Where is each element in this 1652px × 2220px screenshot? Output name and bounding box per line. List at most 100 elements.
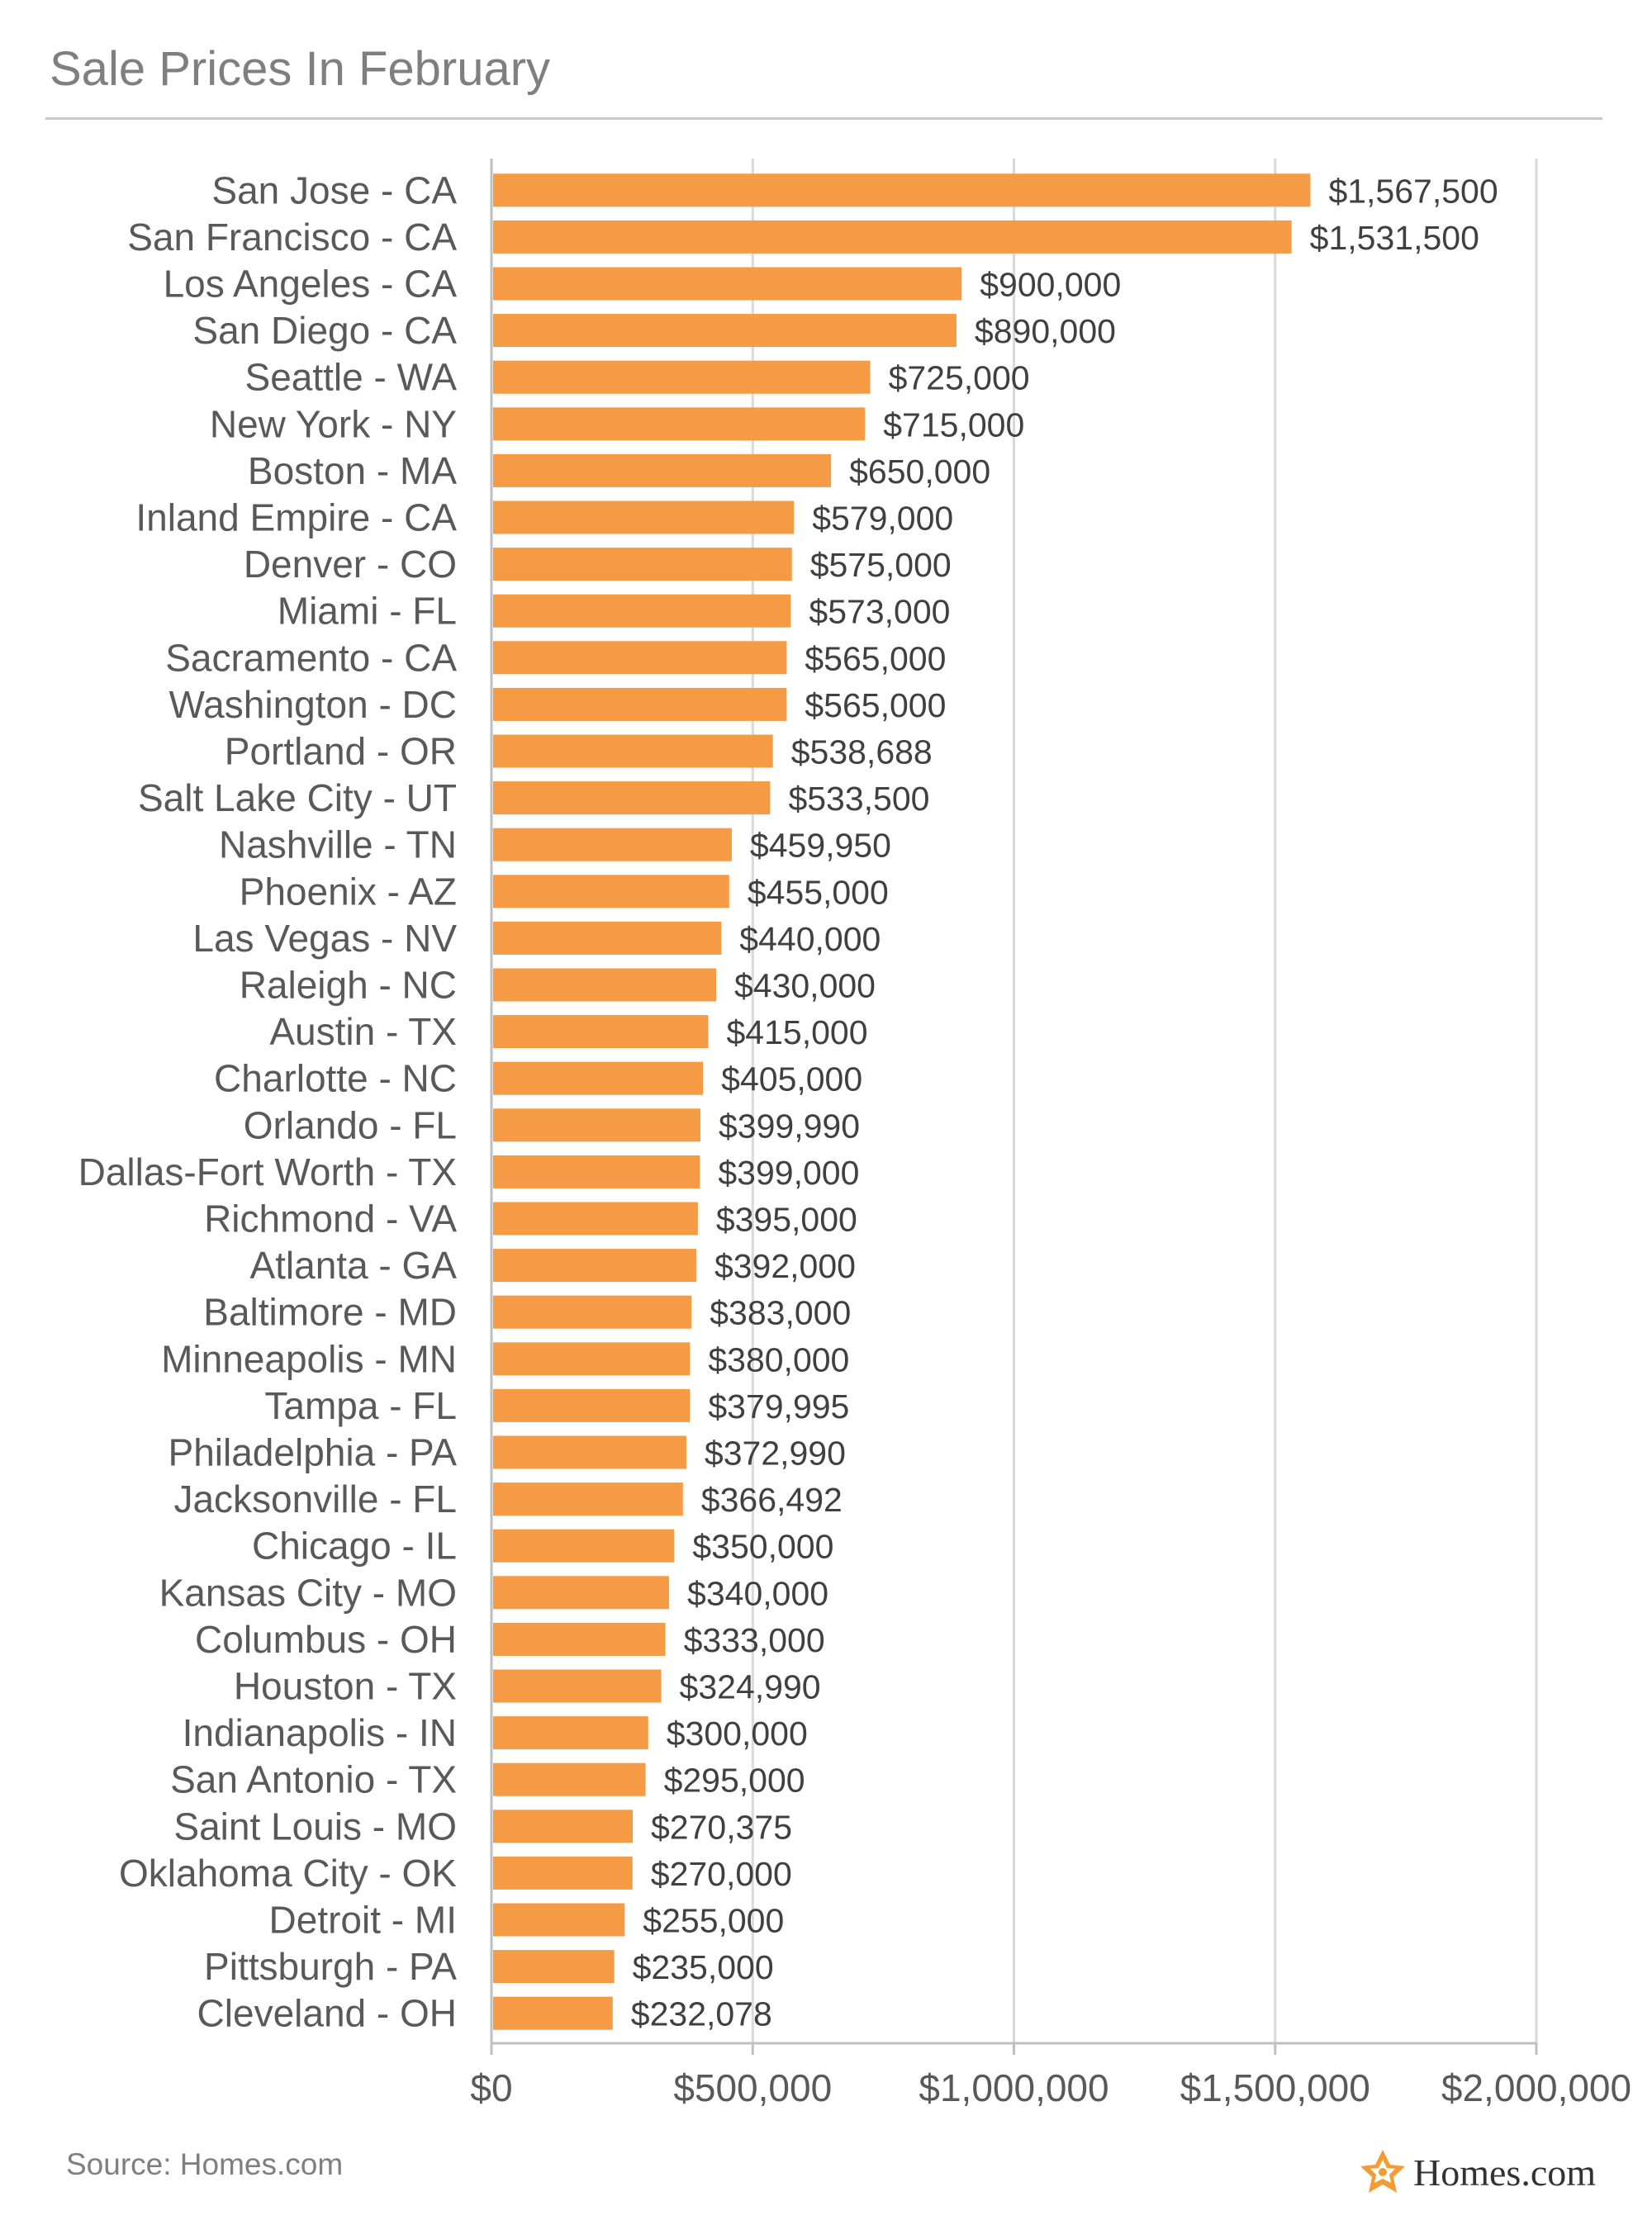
value-label: $440,000 bbox=[739, 920, 881, 958]
value-label: $255,000 bbox=[643, 1902, 784, 1940]
value-label: $579,000 bbox=[812, 500, 953, 538]
value-label: $533,500 bbox=[788, 780, 929, 818]
brand-name: Homes.com bbox=[1413, 2151, 1597, 2194]
value-label: $1,567,500 bbox=[1328, 172, 1498, 210]
bar bbox=[493, 828, 732, 861]
bar bbox=[493, 173, 1311, 207]
category-label: San Jose - CA bbox=[211, 168, 457, 211]
bar bbox=[493, 1108, 700, 1142]
value-label: $366,492 bbox=[701, 1481, 843, 1519]
bar bbox=[493, 921, 722, 955]
category-label: Boston - MA bbox=[248, 449, 457, 492]
value-label: $340,000 bbox=[687, 1574, 828, 1612]
value-label: $392,000 bbox=[714, 1247, 856, 1285]
value-label: $324,990 bbox=[680, 1668, 821, 1706]
value-label: $459,950 bbox=[750, 827, 891, 865]
value-label: $270,375 bbox=[651, 1808, 792, 1846]
category-label: Cleveland - OH bbox=[197, 1992, 457, 2035]
value-label: $890,000 bbox=[975, 312, 1116, 350]
value-label: $538,688 bbox=[791, 733, 933, 771]
bar bbox=[493, 1388, 691, 1422]
bar bbox=[493, 1435, 686, 1469]
bar bbox=[493, 1810, 634, 1843]
value-label: $379,995 bbox=[708, 1388, 849, 1425]
value-label: $399,990 bbox=[719, 1107, 860, 1145]
bar bbox=[493, 1576, 670, 1610]
value-label: $725,000 bbox=[889, 359, 1030, 397]
brand-logo: Homes.com bbox=[1359, 2139, 1596, 2205]
bar bbox=[493, 1716, 648, 1750]
x-tick-label: $0 bbox=[470, 2066, 512, 2109]
bar bbox=[493, 594, 791, 628]
bar bbox=[493, 407, 866, 441]
bar bbox=[493, 1155, 700, 1188]
x-tick-label: $1,000,000 bbox=[919, 2066, 1108, 2109]
value-label: $380,000 bbox=[708, 1340, 849, 1378]
value-label: $383,000 bbox=[710, 1294, 851, 1332]
category-label: San Francisco - CA bbox=[127, 216, 457, 259]
bar bbox=[493, 548, 792, 581]
x-tick-label: $2,000,000 bbox=[1441, 2066, 1631, 2109]
value-label: $1,531,500 bbox=[1310, 219, 1479, 257]
value-label: $715,000 bbox=[883, 406, 1024, 444]
category-label: Raleigh - NC bbox=[240, 964, 457, 1007]
bar-chart: $0 $500,000 $1,000,000 $1,500,000 $2,000,000… bbox=[78, 159, 1631, 2109]
axes: $0 $500,000 $1,000,000 $1,500,000 $2,000,000 bbox=[470, 159, 1631, 2109]
bar bbox=[493, 687, 787, 721]
category-label: Phoenix - AZ bbox=[240, 870, 457, 913]
value-label: $295,000 bbox=[664, 1762, 805, 1800]
value-label: $650,000 bbox=[849, 453, 990, 491]
bar bbox=[493, 734, 773, 768]
bar bbox=[493, 267, 962, 301]
category-label: Jacksonville - FL bbox=[173, 1478, 457, 1520]
bar bbox=[493, 1996, 613, 2030]
value-label: $415,000 bbox=[726, 1013, 867, 1051]
bar bbox=[493, 500, 795, 534]
value-label: $235,000 bbox=[633, 1948, 774, 1986]
category-label: Chicago - IL bbox=[252, 1525, 457, 1568]
value-label: $573,000 bbox=[809, 593, 950, 631]
bar bbox=[493, 1342, 691, 1376]
bar bbox=[493, 1950, 615, 1984]
category-label: Portland - OR bbox=[225, 730, 457, 773]
bar bbox=[493, 781, 771, 815]
bar bbox=[493, 220, 1292, 254]
bar bbox=[493, 360, 871, 394]
value-label: $350,000 bbox=[692, 1528, 833, 1566]
category-label: Miami - FL bbox=[278, 590, 457, 633]
value-label: $399,000 bbox=[718, 1154, 859, 1192]
bar bbox=[493, 641, 787, 675]
bar bbox=[493, 1482, 683, 1516]
bar bbox=[493, 1856, 633, 1890]
value-label: $575,000 bbox=[810, 546, 952, 584]
category-label: Indianapolis - IN bbox=[183, 1711, 457, 1754]
bar bbox=[493, 1762, 646, 1796]
value-label: $395,000 bbox=[716, 1201, 857, 1239]
category-label: Houston - TX bbox=[234, 1665, 457, 1708]
category-label: Detroit - MI bbox=[269, 1899, 457, 1942]
category-label: Tampa - FL bbox=[264, 1384, 457, 1427]
homes-logo-icon bbox=[1360, 2150, 1405, 2193]
value-label: $455,000 bbox=[748, 873, 889, 911]
source-note: Source: Homes.com bbox=[66, 2147, 344, 2181]
value-label: $900,000 bbox=[980, 266, 1121, 304]
category-label: Richmond - VA bbox=[204, 1198, 457, 1240]
value-label: $270,000 bbox=[651, 1855, 792, 1893]
bar bbox=[493, 968, 716, 1002]
bar bbox=[493, 1529, 675, 1563]
category-label: Denver - CO bbox=[244, 543, 457, 586]
category-label: Dallas-Fort Worth - TX bbox=[78, 1150, 457, 1193]
value-label: $232,078 bbox=[631, 1995, 772, 2033]
category-label: Inland Empire - CA bbox=[135, 496, 457, 539]
bars bbox=[493, 173, 1311, 2030]
category-label: Saint Louis - MO bbox=[173, 1805, 457, 1848]
category-label: San Diego - CA bbox=[192, 309, 457, 352]
category-label: Oklahoma City - OK bbox=[119, 1852, 457, 1895]
x-tick-label: $1,500,000 bbox=[1180, 2066, 1370, 2109]
category-label: Charlotte - NC bbox=[214, 1057, 457, 1100]
value-label: $300,000 bbox=[667, 1715, 808, 1753]
value-label: $430,000 bbox=[734, 967, 876, 1005]
category-label: Austin - TX bbox=[269, 1010, 457, 1053]
bar bbox=[493, 453, 832, 487]
gridlines bbox=[751, 159, 1538, 2043]
